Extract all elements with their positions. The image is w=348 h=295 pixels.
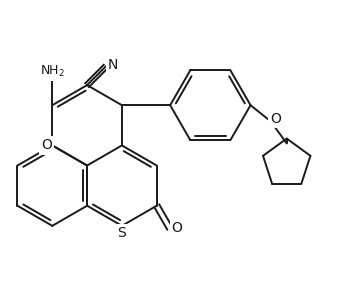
- Text: NH$_2$: NH$_2$: [40, 63, 65, 78]
- Text: S: S: [118, 226, 126, 240]
- Text: O: O: [172, 221, 182, 235]
- Text: O: O: [41, 138, 52, 153]
- Text: N: N: [108, 58, 118, 72]
- Text: O: O: [270, 112, 281, 126]
